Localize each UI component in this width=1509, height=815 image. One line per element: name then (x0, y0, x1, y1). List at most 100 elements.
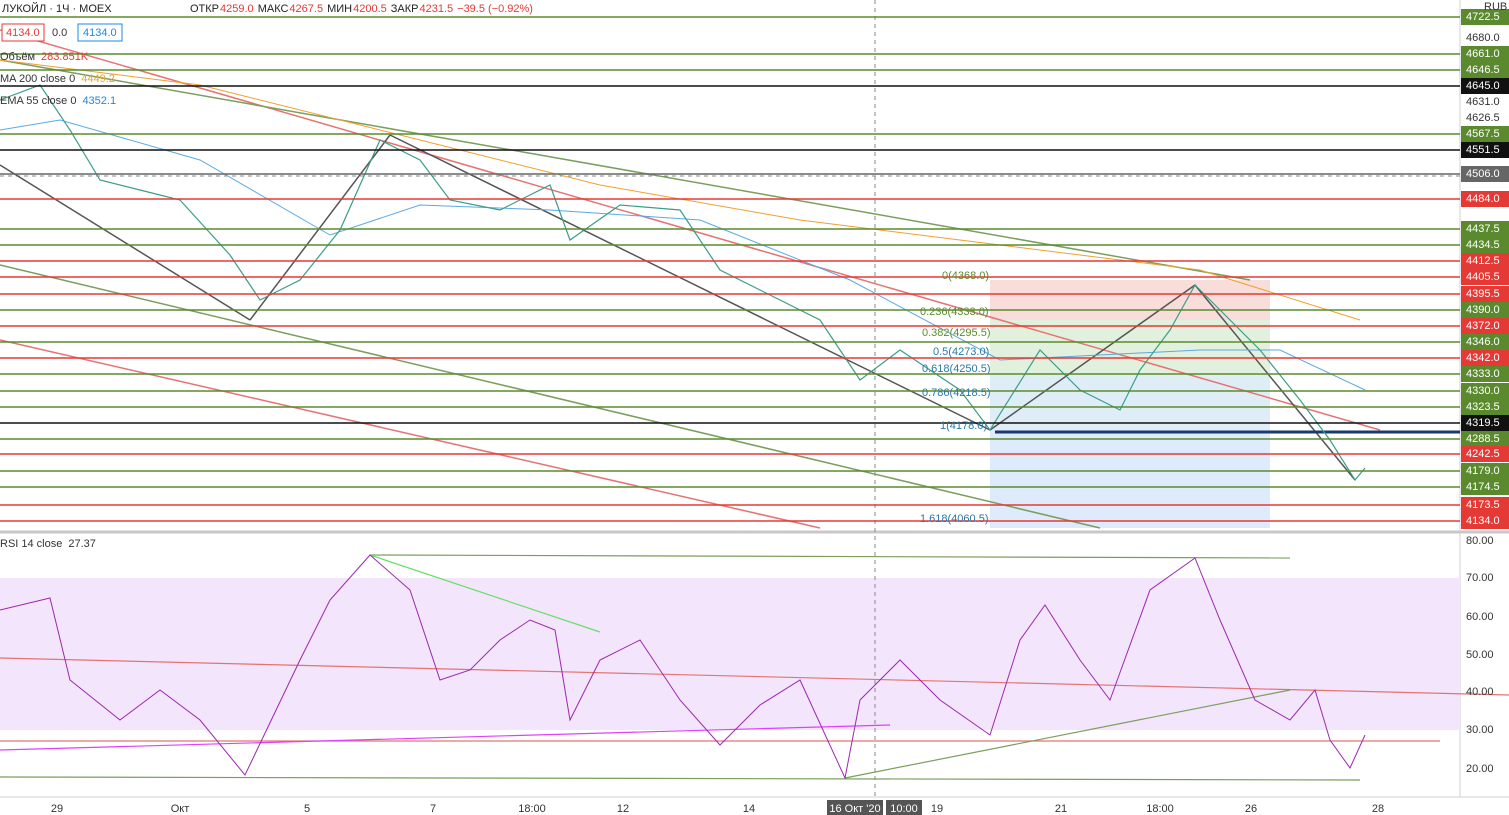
ema-line (0, 119, 1366, 391)
price-tag (1461, 126, 1509, 142)
price-tag (1461, 78, 1509, 94)
ohlc-value: 4200.5 (353, 3, 387, 15)
price-label: 4412.5 (1466, 255, 1500, 267)
time-label: 18:00 (518, 803, 546, 815)
ohlc-label: ЗАКР (391, 3, 419, 15)
price-tag (1461, 399, 1509, 415)
fib-label: 0.5(4273.0) (933, 346, 989, 358)
rsi-label: 30.00 (1466, 724, 1494, 736)
fib-zone (990, 375, 1270, 430)
price-label: 4242.5 (1466, 448, 1500, 460)
time-label: 28 (1372, 803, 1384, 815)
price-tag (1461, 166, 1509, 182)
rsi-label: 60.00 (1466, 611, 1494, 623)
price-lines (0, 16, 1460, 522)
price-label: 4173.5 (1466, 499, 1500, 511)
time-label: 14 (743, 803, 755, 815)
price-label: 4372.0 (1466, 320, 1500, 332)
price-tag (1461, 334, 1509, 350)
fib-label: 0.786(4218.5) (922, 387, 991, 399)
ohlc-label: МИН (327, 3, 352, 15)
price-label: 4330.0 (1466, 385, 1500, 397)
price-label: 4395.5 (1466, 288, 1500, 300)
price-label: 4484.0 (1466, 193, 1500, 205)
price-label: 4722.5 (1466, 11, 1500, 23)
ohlc-label: МАКС (258, 3, 289, 15)
price-label: 4661.0 (1466, 48, 1500, 60)
time-label: Окт (171, 803, 190, 815)
time-tag (827, 800, 883, 815)
price-tag (1461, 383, 1509, 399)
trend-lines (0, 29, 1460, 529)
time-label: 5 (304, 803, 310, 815)
change: −39.5 (−0.92%) (457, 3, 533, 15)
price-label: 4319.5 (1466, 417, 1500, 429)
price-tag (1461, 62, 1509, 78)
symbol: ЛУКОЙЛ · 1Ч · MOEX (2, 2, 112, 15)
fib-zone (990, 320, 1270, 375)
price-label: 4174.5 (1466, 481, 1500, 493)
indicator-value: 283.851K (41, 51, 89, 63)
time-label: 12 (617, 803, 629, 815)
price-tag (1461, 350, 1509, 366)
price-label: 4134.0 (1466, 515, 1500, 527)
price-tag (1461, 221, 1509, 237)
ask: 4134.0 (83, 27, 117, 39)
ask-box (77, 23, 123, 42)
time-label: 29 (51, 803, 63, 815)
price-label: 4626.5 (1466, 112, 1500, 124)
price-label: 4434.5 (1466, 239, 1500, 251)
price-tag (1461, 513, 1509, 529)
price-label: 4506.0 (1466, 168, 1500, 180)
price-label: 4567.5 (1466, 128, 1500, 140)
price-tag (1461, 431, 1509, 447)
rsi-label: 80.00 (1466, 535, 1494, 547)
rsi-label: 40.00 (1466, 686, 1494, 698)
price-label: 4405.5 (1466, 271, 1500, 283)
time-label: 7 (430, 803, 436, 815)
rsi-line (0, 554, 1366, 780)
fib-label: 0.236(4333.0) (920, 306, 989, 318)
price-tag (1461, 366, 1509, 382)
price-label: 4646.5 (1466, 64, 1500, 76)
ohlc-value: 4231.5 (419, 3, 453, 15)
ohlc-value: 4259.0 (220, 3, 254, 15)
price-tag (1461, 142, 1509, 158)
price-tag (1461, 286, 1509, 302)
ohlc-value: 4267.5 (289, 3, 323, 15)
time-label: 26 (1245, 803, 1257, 815)
time-label: 16 Окт '20 (829, 803, 880, 815)
bid: 4134.0 (6, 27, 40, 39)
price-label: 4390.0 (1466, 304, 1500, 316)
price-label: 4680.0 (1466, 32, 1500, 44)
fib-label: 0.618(4250.5) (922, 363, 991, 375)
rsi-label: 50.00 (1466, 649, 1494, 661)
price-tag (1461, 269, 1509, 285)
price-tag (1461, 497, 1509, 513)
fib-label: 1.618(4060.5) (920, 513, 989, 525)
indicator-name: MA 200 close 0 (0, 73, 75, 85)
fib-zone (990, 280, 1270, 320)
time-label: 19 (931, 803, 943, 815)
price-label: 4631.0 (1466, 96, 1500, 108)
indicator-name: EMA 55 close 0 (0, 95, 76, 107)
rsi-value: 27.37 (68, 538, 96, 550)
price-label: 4288.5 (1466, 433, 1500, 445)
currency: RUB (1484, 1, 1507, 13)
price-label: 4179.0 (1466, 465, 1500, 477)
ohlc-label: ОТКР (190, 3, 219, 15)
spread: 0.0 (52, 27, 67, 39)
rsi-label: 70.00 (1466, 572, 1494, 584)
rsi-name: RSI 14 close (0, 538, 62, 550)
fib-label: 0(4368.0) (942, 270, 989, 282)
price-tag (1461, 302, 1509, 318)
price-label: 4346.0 (1466, 336, 1500, 348)
fib-zone (990, 430, 1270, 528)
rsi-band (0, 578, 1460, 730)
ma-line (0, 59, 1361, 321)
price-tag (1461, 253, 1509, 269)
price-tag (1461, 46, 1509, 62)
rsi-lines (0, 554, 1509, 781)
